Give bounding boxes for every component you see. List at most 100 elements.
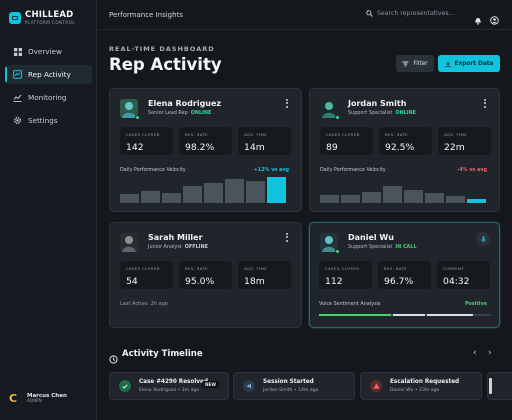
timeline-item-title: Escalation Requested [390, 379, 460, 385]
performance-bar [383, 186, 402, 203]
performance-bar [141, 191, 160, 203]
stat-avg-time: AVG. TIME 14m [238, 127, 291, 155]
avatar [120, 233, 138, 252]
performance-bar [320, 195, 339, 203]
performance-label: Daily Performance Velocity [120, 167, 186, 173]
stat-label: RES. RATE [185, 132, 208, 137]
stat-label: CURRENT [443, 266, 465, 271]
stat-res-rate: RES. RATE 98.2% [179, 127, 232, 155]
timeline-item[interactable]: Session Started Jordan Smith • 14m ago [233, 372, 355, 400]
timeline-item-meta: Daniel Wu • 23m ago [390, 388, 440, 393]
stat-value: 22m [444, 142, 465, 153]
gear-icon [13, 116, 22, 125]
rep-card-daniel-wu[interactable]: Daniel Wu Support Specialist IN CALL CASE… [309, 222, 500, 328]
page-eyebrow: REAL-TIME DASHBOARD [109, 45, 215, 53]
timeline-title: Activity Timeline [122, 349, 203, 359]
performance-bar [404, 190, 423, 203]
chevron-right-icon[interactable]: › [488, 348, 492, 358]
search-icon [366, 10, 373, 17]
more-options-icon[interactable] [286, 233, 289, 243]
grid-icon [13, 47, 22, 56]
profile-icon[interactable] [490, 10, 499, 29]
sentiment-bar [319, 314, 491, 316]
sentiment-value: Positive [464, 301, 487, 307]
brand[interactable]: CHILLEAD PLATFORM CONTROL [9, 11, 75, 25]
performance-bar [225, 179, 244, 203]
timeline-item-meta: Elena Rodriguez • 3m ago [139, 388, 200, 393]
stat-avg-time: AVG. TIME 18m [238, 261, 291, 289]
brand-logo-icon [9, 11, 21, 24]
download-icon [445, 61, 451, 67]
rep-card-jordan-smith[interactable]: Jordan Smith Support Specialist ONLINE CA… [309, 88, 500, 212]
sentiment-bar-neutral [427, 314, 473, 316]
stat-res-rate: RES. RATE 92.5% [379, 127, 432, 155]
stat-label: CASED CLOSED [325, 266, 360, 271]
more-options-icon[interactable] [286, 99, 289, 109]
stat-value: 98.2% [185, 142, 215, 153]
bell-icon[interactable] [474, 10, 482, 29]
user-role: ADMIN [27, 399, 42, 405]
rep-name: Elena Rodriguez [148, 99, 222, 108]
user-name: Marcus Chen [27, 393, 67, 400]
performance-bar [162, 193, 181, 203]
status-dot [335, 115, 340, 120]
stat-current-call-time: CURRENT 04:32 [437, 261, 490, 289]
sidebar-item-settings[interactable]: Settings [5, 111, 92, 130]
rep-role: Support Specialist ONLINE [348, 110, 416, 116]
page-title: Rep Activity [109, 55, 222, 74]
performance-bar [362, 192, 381, 203]
rep-name: Jordan Smith [348, 99, 407, 108]
check-circle-icon [119, 380, 131, 392]
rep-role-text: Senior Lead Rep [148, 110, 188, 116]
rep-role: Support Specialist IN CALL [348, 244, 417, 250]
timeline-item[interactable]: Case #4290 Resolved Elena Rodriguez • 3m… [109, 372, 229, 400]
sidebar-item-rep-activity[interactable]: Rep Activity [5, 65, 92, 84]
performance-bar [425, 193, 444, 203]
sentiment-bar-neutral [393, 314, 425, 316]
filter-button-label: Filter [413, 60, 428, 67]
timeline-item[interactable]: Escalation Requested Daniel Wu • 23m ago [360, 372, 482, 400]
user-profile[interactable]: C Marcus Chen ADMIN [9, 393, 67, 405]
performance-bar [204, 183, 223, 203]
sidebar-item-label: Monitoring [28, 93, 67, 102]
export-data-button[interactable]: Export Data [438, 55, 500, 72]
sidebar-item-label: Rep Activity [28, 70, 71, 79]
page-section-title: Performance Insights [109, 11, 183, 19]
sentiment-bar-positive [319, 314, 391, 316]
stat-value: 92.5% [385, 142, 415, 153]
more-options-icon[interactable] [484, 99, 487, 109]
filter-button[interactable]: Filter [396, 55, 434, 72]
chevron-left-icon[interactable]: ‹ [473, 348, 477, 358]
stat-value: 89 [326, 142, 338, 153]
status-dot [335, 249, 340, 254]
last-active-text: Last Active: 2h ago [120, 301, 168, 307]
search-input[interactable]: Search representatives... [366, 10, 455, 17]
rep-card-sarah-miller[interactable]: Sarah Miller Junior Analyst OFFLINE CASES… [109, 222, 302, 328]
status-badge: IN CALL [395, 244, 417, 250]
new-badge: NEW [202, 381, 219, 388]
avatar [120, 99, 138, 118]
status-badge: OFFLINE [184, 244, 208, 250]
performance-bar [120, 194, 139, 203]
performance-delta: +12% vs avg [253, 167, 289, 173]
rep-card-elena-rodriguez[interactable]: Elena Rodriguez Senior Lead Rep ONLINE CA… [109, 88, 302, 212]
stat-label: AVG. TIME [244, 266, 268, 271]
stat-res-rate: RES. RATE 96.7% [378, 261, 431, 289]
login-icon [243, 380, 255, 392]
microphone-button[interactable] [476, 232, 490, 246]
performance-bar [183, 186, 202, 203]
sidebar-item-monitoring[interactable]: Monitoring [5, 88, 92, 107]
brand-name: CHILLEAD [25, 10, 74, 20]
stat-cases-closed: CASES CLOSED 89 [320, 127, 373, 155]
sidebar-nav: Overview Rep Activity Monitoring Setting… [5, 42, 92, 134]
timeline-item-partial[interactable] [487, 372, 512, 400]
performance-bar [467, 199, 486, 203]
search-placeholder: Search representatives... [377, 10, 455, 17]
avatar [320, 233, 338, 252]
stat-label: RES. RATE [384, 266, 407, 271]
rep-name: Sarah Miller [148, 233, 203, 242]
timeline-item-meta: Jordan Smith • 14m ago [263, 388, 319, 393]
microphone-icon [480, 235, 486, 243]
sidebar-item-overview[interactable]: Overview [5, 42, 92, 61]
stat-cases-closed: CASED CLOSED 112 [319, 261, 372, 289]
